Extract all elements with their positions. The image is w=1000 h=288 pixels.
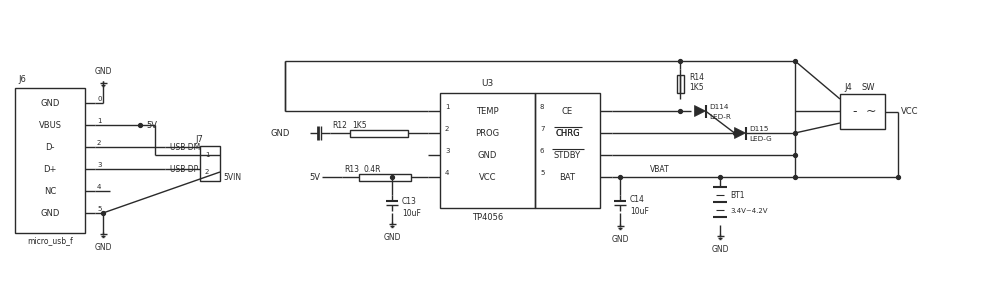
Text: 2: 2 bbox=[97, 140, 101, 146]
Text: 1: 1 bbox=[445, 104, 450, 110]
Text: VBUS: VBUS bbox=[38, 120, 62, 130]
Text: 8: 8 bbox=[540, 104, 544, 110]
Text: 5: 5 bbox=[97, 206, 101, 212]
Text: 10uF: 10uF bbox=[402, 209, 421, 217]
Text: J4: J4 bbox=[844, 82, 852, 92]
Text: 1: 1 bbox=[97, 118, 102, 124]
Text: 5V: 5V bbox=[309, 173, 320, 181]
Text: SW: SW bbox=[861, 82, 875, 92]
Text: R13: R13 bbox=[344, 164, 360, 173]
Text: 5: 5 bbox=[540, 170, 544, 176]
Text: 3: 3 bbox=[445, 148, 450, 154]
Text: GND: GND bbox=[40, 209, 60, 217]
Bar bbox=[200, 146, 220, 181]
Text: C13: C13 bbox=[402, 196, 417, 206]
Text: NC: NC bbox=[44, 187, 56, 196]
Text: J6: J6 bbox=[18, 75, 26, 84]
Text: 4: 4 bbox=[97, 184, 101, 190]
Text: GND: GND bbox=[711, 245, 729, 253]
Text: CE: CE bbox=[562, 107, 573, 115]
Text: D-: D- bbox=[45, 143, 55, 151]
Text: 2: 2 bbox=[445, 126, 449, 132]
Text: CHRG: CHRG bbox=[555, 128, 580, 137]
Text: STDBY: STDBY bbox=[554, 151, 581, 160]
Text: 2: 2 bbox=[205, 169, 209, 175]
Text: D114: D114 bbox=[710, 104, 729, 110]
Text: PROG: PROG bbox=[475, 128, 500, 137]
Bar bbox=[440, 93, 535, 208]
Bar bbox=[350, 130, 408, 137]
Text: GND: GND bbox=[94, 67, 112, 75]
Text: D115: D115 bbox=[750, 126, 769, 132]
Text: VCC: VCC bbox=[901, 107, 918, 116]
Text: C14: C14 bbox=[630, 194, 645, 204]
Text: 10uF: 10uF bbox=[630, 206, 649, 215]
Text: R14: R14 bbox=[689, 73, 704, 82]
Text: LED-G: LED-G bbox=[750, 136, 772, 142]
Text: 0.4R: 0.4R bbox=[363, 164, 381, 173]
Text: 3: 3 bbox=[97, 162, 102, 168]
Text: VBAT: VBAT bbox=[650, 166, 670, 175]
Text: 5VIN: 5VIN bbox=[223, 173, 241, 181]
Text: D+: D+ bbox=[43, 164, 57, 173]
Text: LED-R: LED-R bbox=[710, 114, 731, 120]
Text: TP4056: TP4056 bbox=[472, 213, 503, 221]
Text: 0: 0 bbox=[97, 96, 102, 102]
Text: 1K5: 1K5 bbox=[353, 120, 367, 130]
Text: GND: GND bbox=[478, 151, 497, 160]
Text: 1K5: 1K5 bbox=[689, 82, 704, 92]
Text: J7: J7 bbox=[195, 135, 203, 145]
Text: USB DP: USB DP bbox=[170, 164, 198, 173]
Bar bbox=[15, 88, 85, 233]
Text: R12: R12 bbox=[333, 120, 347, 130]
Text: 1: 1 bbox=[205, 152, 209, 158]
Text: 5V: 5V bbox=[146, 120, 157, 130]
Text: micro_usb_f: micro_usb_f bbox=[27, 236, 73, 245]
Text: -: - bbox=[852, 105, 857, 118]
Bar bbox=[535, 93, 600, 208]
Text: U3: U3 bbox=[481, 79, 494, 88]
Text: ~: ~ bbox=[865, 105, 876, 118]
Text: BAT: BAT bbox=[560, 173, 576, 181]
Text: GND: GND bbox=[40, 98, 60, 107]
Text: TEMP: TEMP bbox=[476, 107, 499, 115]
Text: VCC: VCC bbox=[479, 173, 496, 181]
Text: 7: 7 bbox=[540, 126, 544, 132]
Text: GND: GND bbox=[271, 128, 290, 137]
Text: CHRG: CHRG bbox=[555, 128, 580, 137]
Text: GND: GND bbox=[383, 232, 401, 242]
Text: 3.4V~4.2V: 3.4V~4.2V bbox=[730, 208, 768, 214]
Text: GND: GND bbox=[94, 242, 112, 251]
Bar bbox=[676, 75, 684, 93]
Text: 4: 4 bbox=[445, 170, 449, 176]
Text: 6: 6 bbox=[540, 148, 544, 154]
Text: USB DM: USB DM bbox=[170, 143, 200, 151]
Polygon shape bbox=[694, 105, 706, 117]
Bar bbox=[840, 94, 885, 129]
Bar bbox=[359, 173, 411, 181]
Text: BT1: BT1 bbox=[730, 190, 744, 200]
Polygon shape bbox=[734, 128, 746, 139]
Text: GND: GND bbox=[611, 234, 629, 243]
